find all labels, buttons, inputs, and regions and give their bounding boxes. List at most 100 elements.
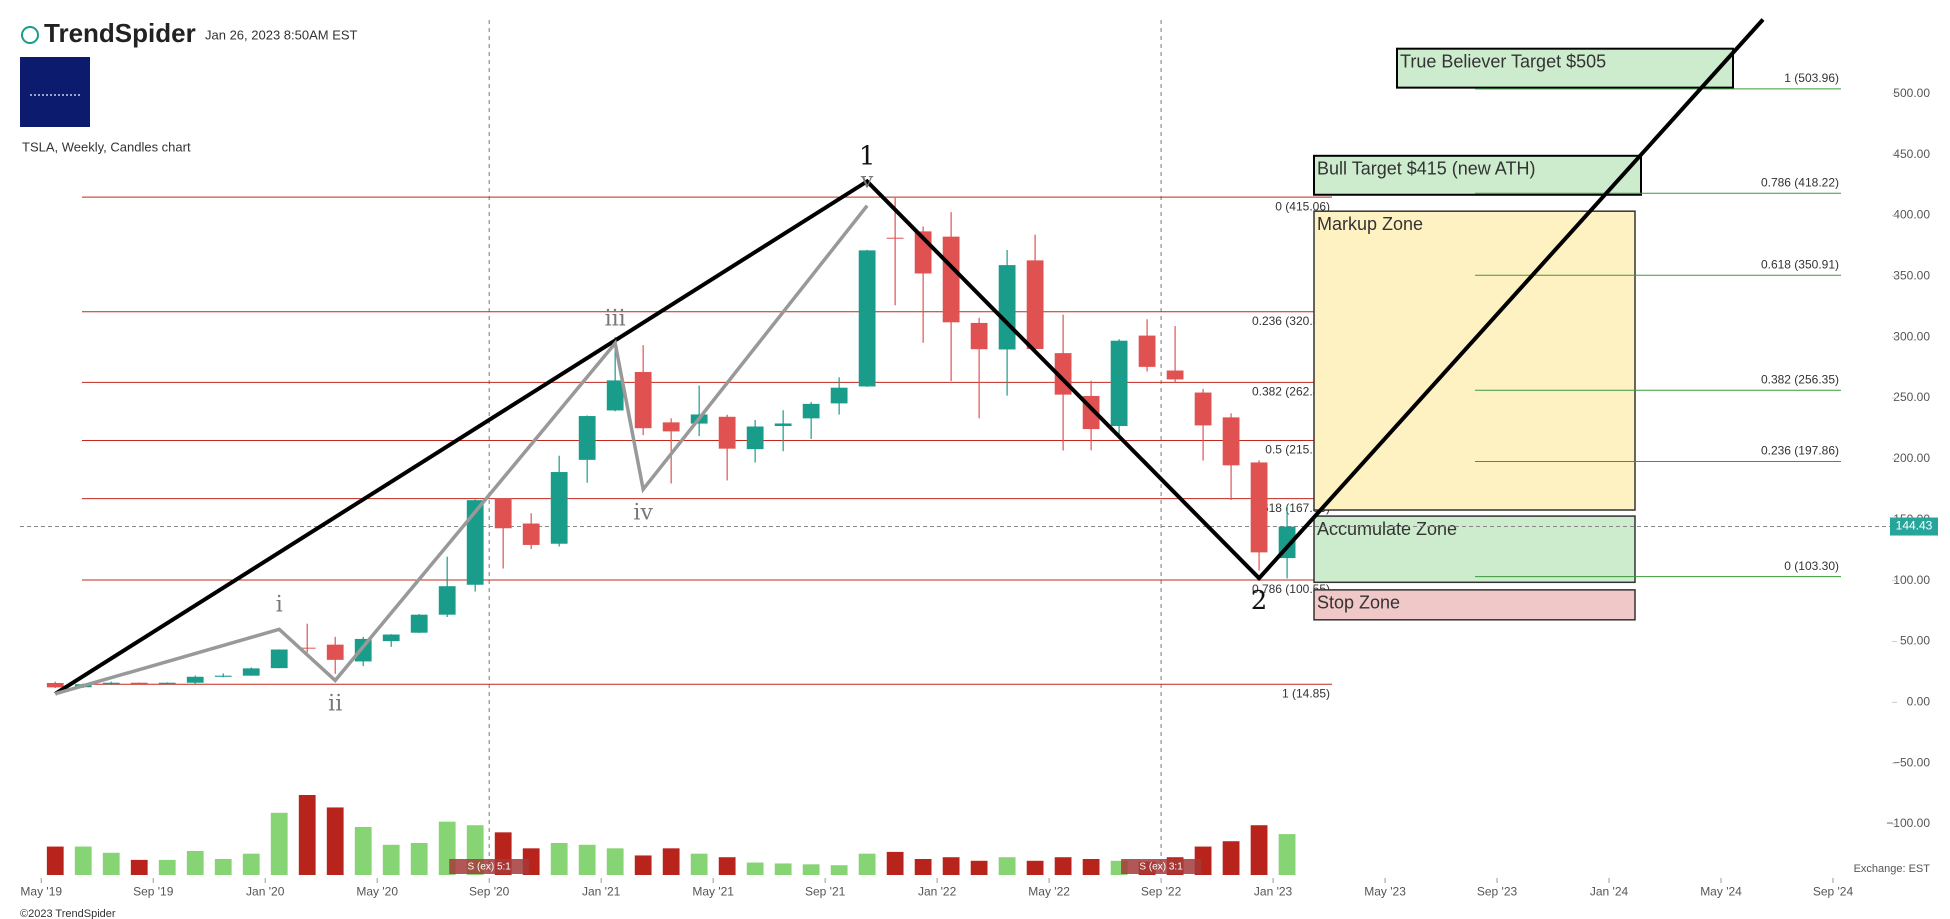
y-tick-label: 200.00 (1893, 451, 1930, 465)
y-tick-label: 350.00 (1893, 268, 1930, 282)
volume-bar (858, 853, 876, 875)
volume-bar (970, 860, 988, 875)
wave-label: v (860, 169, 874, 194)
y-tick-label: 300.00 (1893, 329, 1930, 343)
x-tick-label: May '22 (1028, 885, 1070, 899)
last-price-label: 144.43 (1896, 519, 1933, 533)
y-tick-label: 250.00 (1893, 390, 1930, 404)
volume-bar (1278, 834, 1296, 875)
wave-line (54, 18, 1765, 696)
candle-body (1222, 417, 1240, 466)
candle-body (102, 682, 120, 685)
volume-bar (550, 843, 568, 875)
zone-box (1313, 589, 1636, 621)
volume-bar (270, 812, 288, 875)
volume-bar (634, 855, 652, 875)
candle-body (1026, 260, 1044, 349)
volume-bar (578, 844, 596, 875)
volume-bar (242, 853, 260, 875)
copyright: ©2023 TrendSpider (20, 908, 116, 919)
volume-bar (1222, 841, 1240, 875)
volume-bar (74, 846, 92, 875)
wave-label: i (276, 592, 283, 617)
candle-body (242, 668, 260, 676)
y-tick-label: 50.00 (1900, 634, 1930, 648)
volume-bar (690, 853, 708, 875)
candle-body (1138, 335, 1156, 367)
fib-label: 0.236 (197.86) (1761, 444, 1839, 458)
fib-label: 0.382 (262.86) (1252, 385, 1330, 399)
y-tick-label: 450.00 (1893, 147, 1930, 161)
x-tick-label: Sep '24 (1813, 885, 1854, 899)
logo: TrendSpider Jan 26, 2023 8:50AM EST TSLA… (20, 18, 1930, 919)
volume-bar (606, 848, 624, 875)
candle-body (382, 634, 400, 642)
volume-bar (46, 846, 64, 875)
volume-bar (186, 851, 204, 875)
candle-body (466, 500, 484, 585)
split-tag (449, 859, 530, 874)
volume-bar (298, 795, 316, 875)
candle-body (886, 237, 904, 239)
split-tag (1121, 859, 1202, 874)
volume-bar (942, 857, 960, 875)
y-tick-label: −50.00 (1893, 755, 1930, 769)
candle-body (634, 371, 652, 429)
y-tick-label: 0.00 (1907, 695, 1931, 709)
logo-icon (21, 26, 39, 44)
x-tick-label: Sep '22 (1141, 885, 1182, 899)
x-tick-label: May '21 (692, 885, 734, 899)
zone-label: True Believer Target $505 (1400, 51, 1606, 71)
candle-body (298, 647, 316, 649)
candle-body (830, 387, 848, 404)
zone-box (1313, 515, 1636, 584)
candle-body (1110, 340, 1128, 427)
zone-box (1396, 47, 1734, 89)
volume-bar (802, 864, 820, 875)
y-tick-label: 100.00 (1893, 573, 1930, 587)
fib-label: 0.786 (418.22) (1761, 175, 1839, 189)
volume-bar (998, 857, 1016, 875)
x-tick-label: Jan '21 (582, 885, 621, 899)
zone-label: Markup Zone (1317, 214, 1423, 234)
fib-label: 0.618 (350.91) (1761, 257, 1839, 271)
volume-bar (354, 827, 372, 875)
volume-bar (662, 848, 680, 875)
volume-bar (1082, 859, 1100, 875)
fib-label: 1 (503.96) (1784, 71, 1839, 85)
candle-body (326, 644, 344, 660)
candle-body (858, 250, 876, 387)
volume-bar (214, 859, 232, 875)
zone-box (1313, 154, 1642, 196)
candle-body (158, 682, 176, 685)
wave-line (54, 204, 869, 696)
fib-label: 0.786 (100.55) (1252, 582, 1330, 596)
candle-body (998, 265, 1016, 350)
fib-label: 0 (415.06) (1275, 199, 1330, 213)
candle-body (214, 675, 232, 677)
x-tick-label: May '23 (1364, 885, 1406, 899)
timestamp: Jan 26, 2023 8:50AM EST (205, 27, 358, 42)
split-label: S (ex) 3:1 (1139, 862, 1183, 873)
candle-body (942, 236, 960, 323)
candle-body (46, 682, 64, 688)
candle-body (130, 682, 148, 685)
zone-label: Accumulate Zone (1317, 519, 1457, 539)
volume-bar (410, 843, 428, 875)
wave-label: 2 (1251, 586, 1268, 616)
volume-bar (886, 851, 904, 875)
candle-body (718, 416, 736, 449)
y-tick-label: 400.00 (1893, 208, 1930, 222)
volume-bar (774, 863, 792, 875)
x-tick-label: Jan '20 (246, 885, 285, 899)
volume-bar (326, 807, 344, 875)
candle-body (1166, 370, 1184, 380)
wave-label: iv (633, 500, 653, 525)
volume-bar (102, 852, 120, 875)
fib-label: 0.382 (256.35) (1761, 372, 1839, 386)
candle-body (662, 422, 680, 432)
volume-bar (1054, 857, 1072, 875)
candle-body (1250, 462, 1268, 553)
x-tick-label: Jan '23 (1254, 885, 1293, 899)
